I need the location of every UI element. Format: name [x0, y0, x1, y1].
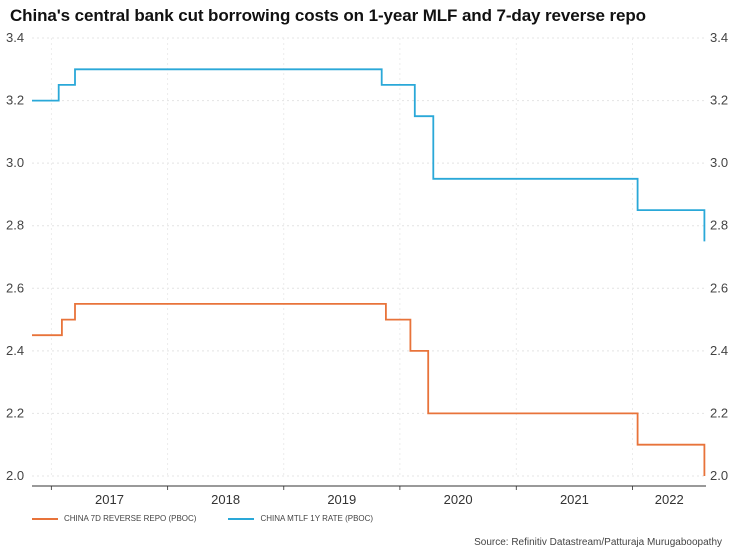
y-tick-label-right: 3.2 [710, 93, 728, 108]
y-tick-label-left: 2.6 [6, 280, 24, 295]
y-tick-label-right: 3.0 [710, 155, 728, 170]
legend-label-mlf: CHINA MTLF 1Y RATE (PBOC) [260, 514, 374, 523]
y-tick-label-left: 2.8 [6, 218, 24, 233]
x-tick-label: 2017 [95, 492, 124, 507]
y-tick-label-left: 3.4 [6, 30, 24, 45]
series-lines [31, 68, 706, 477]
y-tick-label-left: 2.4 [6, 343, 24, 358]
y-tick-label-right: 2.6 [710, 280, 728, 295]
y-tick-label-left: 3.2 [6, 93, 24, 108]
legend-swatch-reverse-repo [32, 517, 58, 520]
y-tick-label-left: 2.0 [6, 468, 24, 483]
y-tick-label-left: 2.2 [6, 405, 24, 420]
y-tick-label-left: 3.0 [6, 155, 24, 170]
x-tick-label: 2022 [655, 492, 684, 507]
x-tick-label: 2018 [211, 492, 240, 507]
x-axis: 2017 2018 2019 2020 2021 2022 [32, 485, 706, 507]
x-tick-label: 2020 [444, 492, 473, 507]
x-tick-label: 2021 [560, 492, 589, 507]
legend-item-mlf: CHINA MTLF 1Y RATE (PBOC) [228, 514, 373, 523]
source-note: Source: Refinitiv Datastream/Patturaja M… [474, 537, 722, 548]
series-line-mlf [32, 68, 706, 242]
legend-item-reverse-repo: CHINA 7D REVERSE REPO (PBOC) [32, 514, 196, 523]
y-tick-label-right: 3.4 [710, 30, 728, 45]
legend-label-reverse-repo: CHINA 7D REVERSE REPO (PBOC) [64, 514, 197, 523]
y-tick-label-right: 2.2 [710, 405, 728, 420]
chart-title: China's central bank cut borrowing costs… [10, 6, 646, 25]
series-line-reverse-repo [32, 303, 706, 476]
grid-lines [32, 37, 706, 477]
y-axis-right: 2.0 2.2 2.4 2.6 2.8 3.0 3.2 3.4 [710, 30, 728, 483]
legend: CHINA 7D REVERSE REPO (PBOC) CHINA MTLF … [32, 514, 405, 523]
x-tick-label: 2019 [327, 492, 356, 507]
y-tick-label-right: 2.4 [710, 343, 728, 358]
y-tick-label-right: 2.0 [710, 468, 728, 483]
y-axis-left: 2.0 2.2 2.4 2.6 2.8 3.0 3.2 3.4 [6, 30, 24, 483]
y-tick-label-right: 2.8 [710, 218, 728, 233]
legend-swatch-mlf [228, 517, 255, 520]
